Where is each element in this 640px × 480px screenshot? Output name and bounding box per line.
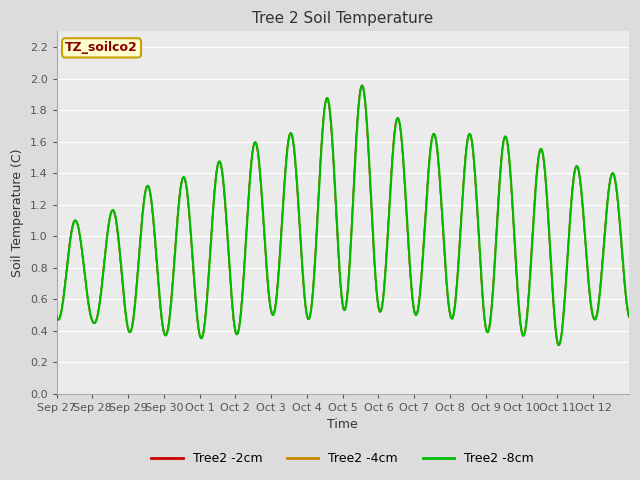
Legend: Tree2 -2cm, Tree2 -4cm, Tree2 -8cm: Tree2 -2cm, Tree2 -4cm, Tree2 -8cm [147, 447, 539, 470]
Text: TZ_soilco2: TZ_soilco2 [65, 41, 138, 54]
Y-axis label: Soil Temperature (C): Soil Temperature (C) [11, 148, 24, 277]
X-axis label: Time: Time [327, 418, 358, 431]
Title: Tree 2 Soil Temperature: Tree 2 Soil Temperature [252, 11, 433, 26]
